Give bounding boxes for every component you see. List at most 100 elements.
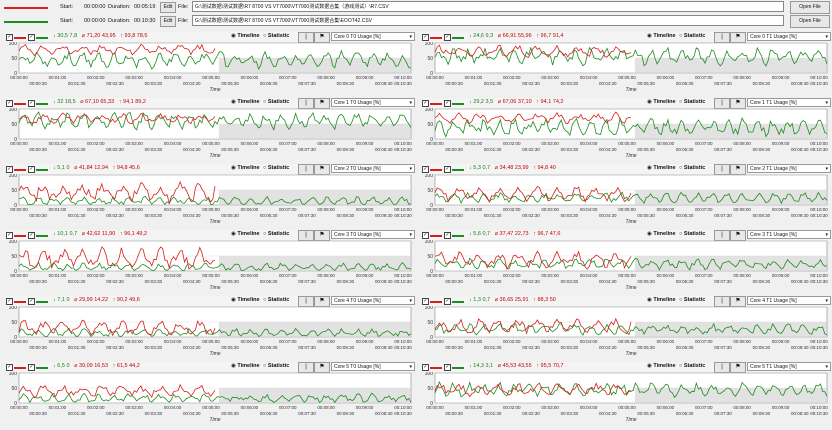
timeline-radio[interactable]: ◉ Timeline [647,231,676,237]
timeline-radio[interactable]: ◉ Timeline [231,33,260,39]
series-2-checkbox[interactable]: ✓ [28,298,35,305]
statistic-radio[interactable]: ○ Statistic [263,297,290,303]
stats-bars-button[interactable]: | [714,98,730,109]
edit-button[interactable]: Edit [160,16,176,27]
flag-button[interactable]: ⚑ [730,296,746,307]
file-path-field[interactable]: G:\测试数据\测试数据\R7 8700 VS VT7000\VT7000测试数… [192,1,784,12]
statistic-radio[interactable]: ○ Statistic [679,33,706,39]
statistic-radio[interactable]: ○ Statistic [263,363,290,369]
sensor-select[interactable]: Core 0 T1 Usage [%] ▾ [747,32,831,41]
timeline-radio[interactable]: ◉ Timeline [231,297,260,303]
stats-bars-button[interactable]: | [714,32,730,43]
statistic-radio[interactable]: ○ Statistic [679,363,706,369]
series-2-checkbox[interactable]: ✓ [28,232,35,239]
flag-button[interactable]: ⚑ [314,296,330,307]
flag-button[interactable]: ⚑ [730,230,746,241]
stats-bars-button[interactable]: | [298,296,314,307]
series-2-checkbox[interactable]: ✓ [444,166,451,173]
flag-button[interactable]: ⚑ [314,98,330,109]
series-1-checkbox[interactable]: ✓ [6,166,13,173]
flag-button[interactable]: ⚑ [314,164,330,175]
sensor-select[interactable]: Core 1 T0 Usage [%] ▾ [331,98,415,107]
sensor-select[interactable]: Core 3 T1 Usage [%] ▾ [747,230,831,239]
stats-bars-button[interactable]: | [298,98,314,109]
sensor-select[interactable]: Core 0 T0 Usage [%] ▾ [331,32,415,41]
statistic-radio[interactable]: ○ Statistic [679,231,706,237]
stats-bars-button[interactable]: | [714,164,730,175]
stats-bars-button[interactable]: | [714,296,730,307]
series-2-checkbox[interactable]: ✓ [444,364,451,371]
sensor-select[interactable]: Core 4 T1 Usage [%] ▾ [747,296,831,305]
stats-bars-button[interactable]: | [714,230,730,241]
sensor-select[interactable]: Core 3 T0 Usage [%] ▾ [331,230,415,239]
series-2-checkbox[interactable]: ✓ [444,100,451,107]
open-file-button[interactable]: Open File [790,15,830,28]
series-1-checkbox[interactable]: ✓ [422,298,429,305]
statistic-radio[interactable]: ○ Statistic [679,99,706,105]
series-2-checkbox[interactable]: ✓ [28,34,35,41]
statistic-radio[interactable]: ○ Statistic [679,297,706,303]
statistic-radio[interactable]: ○ Statistic [263,33,290,39]
series-2-checkbox[interactable]: ✓ [28,364,35,371]
series-2-checkbox[interactable]: ✓ [444,232,451,239]
open-file-button[interactable]: Open File [790,1,830,14]
sensor-select[interactable]: Core 2 T0 Usage [%] ▾ [331,164,415,173]
series-1-checkbox[interactable]: ✓ [6,34,13,41]
timeline-radio[interactable]: ◉ Timeline [647,297,676,303]
stats-bars-button[interactable]: | [298,164,314,175]
flag-button[interactable]: ⚑ [730,362,746,373]
file-path-field[interactable]: G:\测试数据\测试数据\R7 8700 VS VT7000\VT7000测试数… [192,15,784,26]
series-1-checkbox[interactable]: ✓ [422,364,429,371]
series-1-checkbox[interactable]: ✓ [6,100,13,107]
stats-bars-button[interactable]: | [298,230,314,241]
timeline-radio[interactable]: ◉ Timeline [231,99,260,105]
stats-bars-button[interactable]: | [714,362,730,373]
flag-button[interactable]: ⚑ [730,32,746,43]
sensor-select[interactable]: Core 5 T0 Usage [%] ▾ [331,362,415,371]
statistic-radio[interactable]: ○ Statistic [263,231,290,237]
flag-button[interactable]: ⚑ [314,362,330,373]
series-2-checkbox[interactable]: ✓ [28,100,35,107]
timeline-radio[interactable]: ◉ Timeline [647,165,676,171]
series-1-checkbox[interactable]: ✓ [422,232,429,239]
series-1-checkbox[interactable]: ✓ [422,100,429,107]
sensor-select[interactable]: Core 2 T1 Usage [%] ▾ [747,164,831,173]
timeline-radio[interactable]: ◉ Timeline [231,231,260,237]
series-1-checkbox[interactable]: ✓ [422,34,429,41]
series-2-checkbox[interactable]: ✓ [444,298,451,305]
statistic-radio[interactable]: ○ Statistic [263,165,290,171]
sensor-select[interactable]: Core 4 T0 Usage [%] ▾ [331,296,415,305]
flag-button[interactable]: ⚑ [314,230,330,241]
statistic-radio[interactable]: ○ Statistic [263,99,290,105]
timeline-radio[interactable]: ◉ Timeline [231,165,260,171]
series-1-checkbox[interactable]: ✓ [6,364,13,371]
sensor-select[interactable]: Core 5 T1 Usage [%] ▾ [747,362,831,371]
flag-button[interactable]: ⚑ [730,98,746,109]
edit-button[interactable]: Edit [160,2,176,13]
statistic-radio[interactable]: ○ Statistic [679,165,706,171]
series-1-checkbox[interactable]: ✓ [422,166,429,173]
flag-button[interactable]: ⚑ [314,32,330,43]
series-1-checkbox[interactable]: ✓ [6,298,13,305]
timeline-radio[interactable]: ◉ Timeline [647,363,676,369]
timeline-radio[interactable]: ◉ Timeline [647,33,676,39]
series-1-checkbox[interactable]: ✓ [6,232,13,239]
sensor-select[interactable]: Core 1 T1 Usage [%] ▾ [747,98,831,107]
timeline-radio[interactable]: ◉ Timeline [647,99,676,105]
series-2-checkbox[interactable]: ✓ [444,34,451,41]
timeline-radio[interactable]: ◉ Timeline [231,363,260,369]
stats-bars-button[interactable]: | [298,362,314,373]
stats-bars-button[interactable]: | [298,32,314,43]
